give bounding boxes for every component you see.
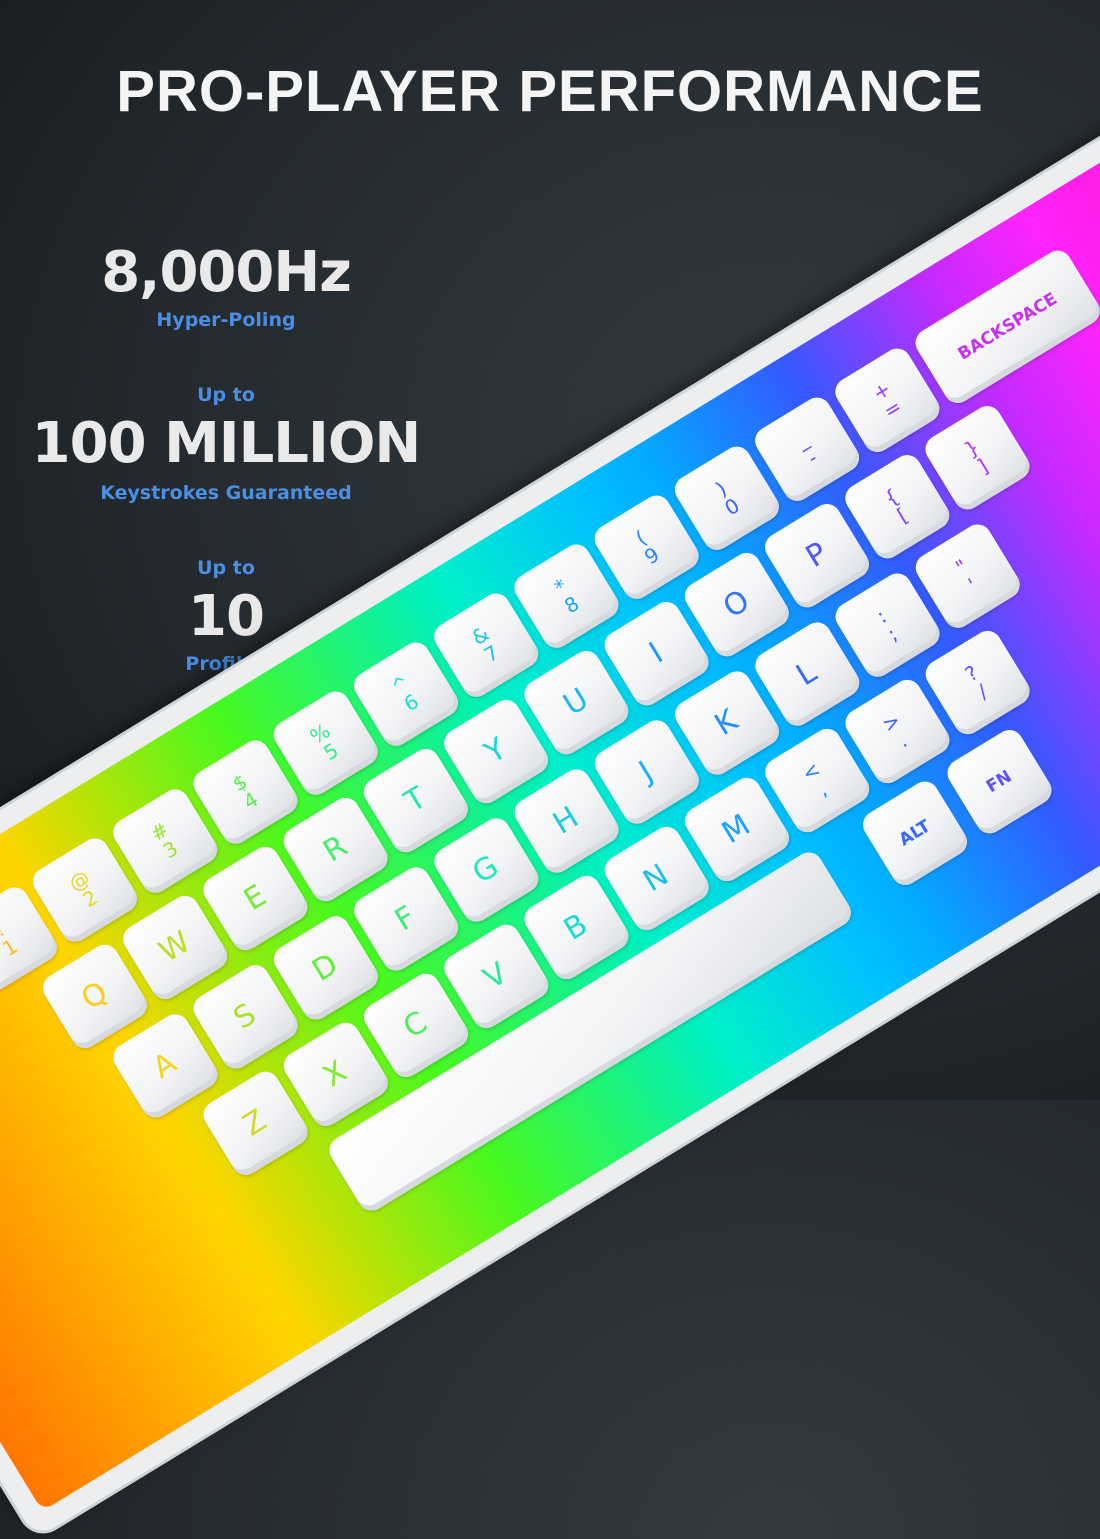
- stat-value: 100 MILLION: [31, 411, 422, 476]
- key-legend: L: [790, 654, 823, 694]
- key-legend: 2: [78, 884, 102, 913]
- key-legend: ': [963, 573, 982, 597]
- key-legend: ALT: [895, 816, 935, 851]
- key-legend: W: [153, 924, 197, 970]
- key-legend: U: [557, 681, 595, 723]
- key-legend: 1: [0, 933, 22, 962]
- headline: PRO-PLAYER PERFORMANCE: [116, 59, 984, 124]
- stat-prefix: Up to: [197, 557, 255, 579]
- key-legend: G: [466, 848, 505, 891]
- key-legend: V: [477, 955, 514, 997]
- stat-value: 10: [188, 584, 265, 649]
- key-legend: T: [398, 780, 433, 820]
- key-legend: 5: [319, 738, 343, 766]
- key-legend: I: [643, 635, 670, 671]
- key-legend: =: [879, 394, 906, 424]
- key-legend: Q: [75, 974, 114, 1018]
- key-legend: 6: [399, 689, 423, 717]
- key-legend: B: [557, 906, 594, 948]
- key-legend: D: [306, 946, 345, 989]
- key-legend: FN: [982, 766, 1016, 798]
- key-legend: 4: [238, 787, 263, 815]
- key-legend: R: [317, 828, 354, 870]
- key-legend: 7: [479, 640, 504, 668]
- key-legend: .: [893, 728, 912, 753]
- key-legend: X: [317, 1053, 353, 1095]
- key-legend: M: [716, 807, 757, 851]
- key-legend: N: [637, 857, 675, 900]
- key-legend: 0: [720, 493, 744, 521]
- key-legend: C: [397, 1004, 434, 1046]
- key-legend: /: [973, 679, 992, 704]
- key-legend: ;: [883, 621, 902, 646]
- key-legend: P: [799, 535, 834, 575]
- key-legend: [: [892, 502, 913, 528]
- stat-label: Keystrokes Guaranteed: [100, 482, 352, 504]
- key-legend: 9: [640, 542, 664, 570]
- key-legend: F: [388, 899, 422, 939]
- key-legend: ]: [973, 453, 993, 479]
- key-legend: S: [227, 996, 263, 1037]
- stat-keystrokes: Up to 100 MILLION Keystrokes Guaranteed: [0, 384, 452, 504]
- stat-prefix: Up to: [197, 384, 255, 406]
- key-legend: 3: [158, 836, 183, 864]
- stat-label: Hyper-Poling: [156, 309, 296, 331]
- stat-value: 8,000Hz: [101, 240, 352, 305]
- key-legend: O: [717, 583, 756, 626]
- key-legend: E: [237, 878, 273, 918]
- key-legend: ,: [812, 777, 831, 802]
- key-legend: J: [633, 754, 660, 790]
- key-legend: 8: [559, 591, 584, 619]
- key-legend: H: [547, 800, 585, 842]
- key-legend: Z: [236, 1102, 273, 1144]
- stat-polling-rate: 8,000Hz Hyper-Poling: [0, 240, 452, 332]
- key-legend: A: [146, 1045, 183, 1086]
- key-legend: Y: [478, 731, 513, 771]
- key-legend: K: [708, 702, 744, 743]
- key-legend: -: [802, 445, 822, 470]
